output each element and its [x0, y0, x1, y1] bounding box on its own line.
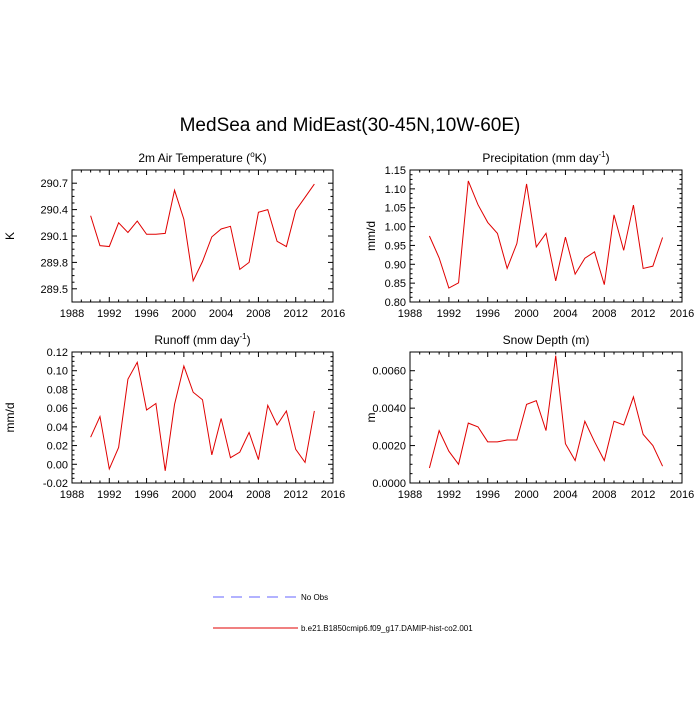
panel-precipitation-title-suffix: ): [606, 151, 610, 165]
panel-runoff-title-suffix: ): [247, 333, 251, 347]
panel-precipitation-frame: [410, 170, 682, 302]
panel-runoff: 1988 1992 1996 2000 2004 2008 2012 2016 -0.02 0.0…: [3, 332, 345, 501]
panel-snow-depth-ylabel: m: [364, 413, 378, 423]
panel-precipitation-xtick-label: 1996: [475, 308, 499, 320]
panel-runoff-ytick-label: 0.02: [47, 441, 68, 453]
panel-runoff-title-text: Runoff (mm day: [154, 333, 239, 347]
panel-precipitation-ytick-label: 1.10: [385, 184, 406, 196]
legend-label-model: b.e21.B1850cmip6.f09_g17.DAMIP-hist-co2.…: [301, 624, 473, 633]
panel-temperature-ytick-label: 290.7: [40, 178, 68, 190]
panel-temperature-xtick-label: 2016: [321, 308, 345, 320]
panel-precipitation-xtick-label: 2016: [670, 308, 694, 320]
panel-runoff-ytick-label: 0.04: [47, 422, 68, 434]
panel-snow-depth-xtick-label: 1988: [398, 489, 422, 501]
panel-temperature-ytick-label: 289.5: [40, 284, 68, 296]
panel-precipitation-ytick-label: 1.00: [385, 222, 406, 234]
panel-precipitation-xtick-label: 2000: [514, 308, 538, 320]
panel-snow-depth-frame: [410, 352, 682, 483]
legend-label-no-obs: No Obs: [301, 593, 328, 602]
panel-temperature-title-suffix: K): [255, 151, 267, 165]
panel-temperature-xtick-label: 1992: [97, 308, 121, 320]
panel-precipitation-xtick-label: 1992: [437, 308, 461, 320]
panel-precipitation-xtick-label: 2004: [553, 308, 577, 320]
panel-temperature: 1988 1992 1996 2000 2004 2008 2012 2016 289.5 289…: [3, 150, 345, 320]
panel-snow-depth-xtick-label: 2000: [514, 489, 538, 501]
panel-temperature-ylabel: K: [3, 232, 17, 240]
panel-runoff-ytick-label: 0.10: [47, 366, 68, 378]
panel-precipitation-ytick-label: 0.90: [385, 259, 406, 271]
panel-runoff-ytick-label: 0.06: [47, 403, 68, 415]
panel-temperature-xtick-label: 2008: [246, 308, 270, 320]
panel-precipitation-series-line: [429, 181, 662, 288]
panel-snow-depth-xtick-label: 1992: [437, 489, 461, 501]
panel-snow-depth-title: Snow Depth (m): [503, 333, 590, 347]
panel-snow-depth-title-text: Snow Depth (m): [503, 333, 590, 347]
panel-runoff-xtick-label: 2008: [246, 489, 270, 501]
panel-precipitation-ytick-label: 1.15: [385, 165, 406, 177]
panel-runoff-xtick-label: 2012: [283, 489, 307, 501]
panels: 1988 1992 1996 2000 2004 2008 2012 2016 289.5 289…: [3, 150, 694, 501]
panel-snow-depth: 1988 1992 1996 2000 2004 2008 2012 2016 0.0000 0.…: [364, 333, 694, 501]
panel-snow-depth-xtick-label: 2012: [631, 489, 655, 501]
panel-temperature-xtick-label: 2012: [283, 308, 307, 320]
panel-snow-depth-xtick-label: 2016: [670, 489, 694, 501]
panel-runoff-ylabel: mm/d: [3, 403, 17, 433]
panel-snow-depth-xtick-label: 2004: [553, 489, 577, 501]
panel-runoff-xtick-label: 2016: [321, 489, 345, 501]
panel-precipitation-ytick-label: 0.95: [385, 240, 406, 252]
panel-precipitation-xtick-label: 2008: [592, 308, 616, 320]
panel-runoff-xtick-label: 1992: [97, 489, 121, 501]
panel-temperature-xtick-label: 1988: [60, 308, 84, 320]
panel-precipitation-ytick-label: 1.05: [385, 203, 406, 215]
panel-snow-depth-ytick-label: 0.0020: [372, 441, 406, 453]
panel-snow-depth-ytick-label: 0.0000: [372, 478, 406, 490]
panel-temperature-ytick-label: 290.4: [40, 205, 68, 217]
panel-snow-depth-ytick-label: 0.0060: [372, 366, 406, 378]
panel-runoff-title: Runoff (mm day-1): [154, 332, 250, 347]
panel-runoff-ytick-label: 0.12: [47, 347, 68, 359]
panel-runoff-frame: [72, 352, 333, 483]
panel-temperature-xtick-label: 1996: [134, 308, 158, 320]
panel-precipitation-xtick-label: 1988: [398, 308, 422, 320]
panel-temperature-ytick-label: 289.8: [40, 257, 68, 269]
panel-runoff-series-line: [91, 362, 315, 471]
panel-snow-depth-xtick-label: 1996: [475, 489, 499, 501]
panel-precipitation-title-text: Precipitation (mm day: [482, 151, 598, 165]
panel-temperature-xtick-label: 2004: [209, 308, 233, 320]
legend: No Obs b.e21.B1850cmip6.f09_g17.DAMIP-hi…: [213, 593, 473, 633]
panel-precipitation-ytick-label: 0.85: [385, 278, 406, 290]
panel-runoff-xtick-label: 1988: [60, 489, 84, 501]
panel-snow-depth-xtick-label: 2008: [592, 489, 616, 501]
panel-runoff-ytick-label: -0.02: [43, 478, 68, 490]
panel-temperature-title-text: 2m Air Temperature (: [138, 151, 250, 165]
panel-runoff-ytick-label: 0.08: [47, 384, 68, 396]
panel-snow-depth-series-line: [429, 356, 662, 468]
panel-precipitation-title: Precipitation (mm day-1): [482, 150, 609, 165]
panel-temperature-ytick-label: 290.1: [40, 231, 68, 243]
panel-runoff-xtick-label: 1996: [134, 489, 158, 501]
panel-precipitation-ylabel: mm/d: [364, 221, 378, 251]
panel-runoff-ytick-label: 0.00: [47, 459, 68, 471]
panel-temperature-title: 2m Air Temperature (oK): [138, 150, 266, 165]
figure-title: MedSea and MidEast(30-45N,10W-60E): [0, 115, 700, 137]
panel-runoff-xtick-label: 2000: [172, 489, 196, 501]
panel-temperature-frame: [72, 170, 333, 302]
panel-precipitation-xtick-label: 2012: [631, 308, 655, 320]
panel-runoff-xtick-label: 2004: [209, 489, 233, 501]
panel-temperature-xtick-label: 2000: [172, 308, 196, 320]
panel-temperature-series-line: [91, 184, 315, 281]
panel-precipitation-ytick-label: 0.80: [385, 297, 406, 309]
panel-precipitation: 1988 1992 1996 2000 2004 2008 2012 2016 0.80 0.85…: [364, 150, 694, 320]
